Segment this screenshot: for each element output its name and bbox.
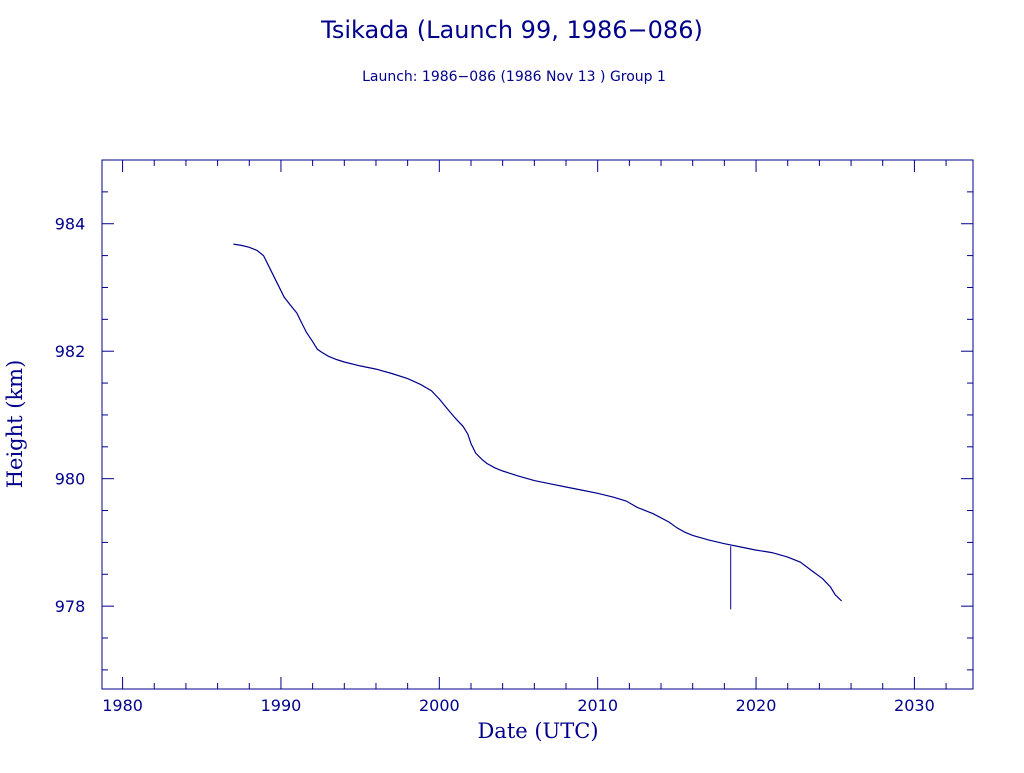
plot-frame xyxy=(101,159,974,690)
y-tick-label: 984 xyxy=(55,215,86,234)
x-axis-label: Date (UTC) xyxy=(477,719,598,743)
x-tick-label: 2010 xyxy=(577,696,618,715)
x-tick-label: 1990 xyxy=(261,696,302,715)
axis-tick-labels: 1980 1990 2000 2010 2020 2030 978 980 982 984 xyxy=(55,215,935,715)
height-series-line xyxy=(233,243,843,602)
x-tick-label: 2030 xyxy=(894,696,935,715)
x-tick-label: 2000 xyxy=(419,696,460,715)
chart-title: Tsikada (Launch 99, 1986−086) xyxy=(320,16,703,44)
x-tick-label: 2020 xyxy=(736,696,777,715)
chart-subtitle: Launch: 1986−086 (1986 Nov 13 ) Group 1 xyxy=(362,69,666,85)
y-tick-label: 978 xyxy=(55,597,86,616)
x-tick-label: 1980 xyxy=(102,696,143,715)
series-layer xyxy=(233,243,843,610)
axis-ticks xyxy=(102,160,973,689)
y-axis-label: Height (km) xyxy=(3,360,27,489)
y-tick-label: 980 xyxy=(55,470,86,489)
y-tick-label: 982 xyxy=(55,342,86,361)
